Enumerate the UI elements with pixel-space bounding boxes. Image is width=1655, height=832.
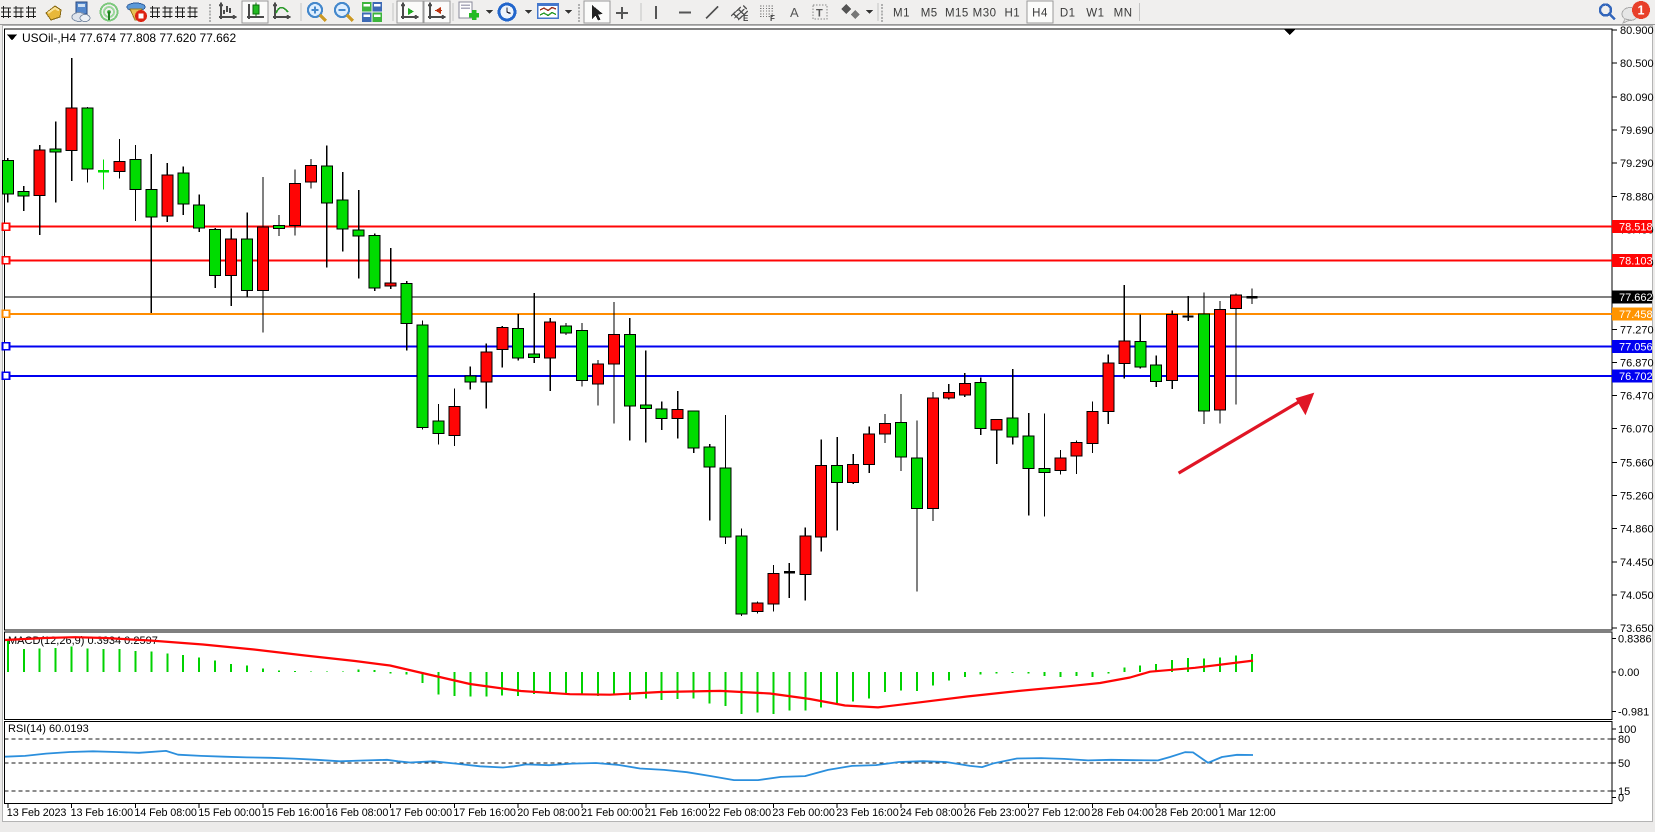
svg-text:27 Feb 12:00: 27 Feb 12:00 [1028, 807, 1091, 819]
svg-text:0.00: 0.00 [1618, 667, 1639, 679]
svg-text:1: 1 [1638, 4, 1645, 18]
svg-text:28 Feb 20:00: 28 Feb 20:00 [1155, 807, 1218, 819]
svg-text:M5: M5 [921, 8, 938, 20]
svg-text:RSI(14) 60.0193: RSI(14) 60.0193 [8, 723, 89, 735]
svg-text:M15: M15 [945, 8, 969, 20]
svg-text:78.518: 78.518 [1619, 222, 1653, 234]
svg-text:76.470: 76.470 [1620, 391, 1654, 403]
svg-text:23 Feb 00:00: 23 Feb 00:00 [772, 807, 835, 819]
svg-text:15: 15 [1618, 786, 1630, 798]
svg-text:15 Feb 16:00: 15 Feb 16:00 [262, 807, 325, 819]
svg-text:MN: MN [1114, 8, 1133, 20]
svg-text:79.690: 79.690 [1620, 125, 1654, 137]
svg-text:75.660: 75.660 [1620, 457, 1654, 469]
svg-text:76.702: 76.702 [1619, 371, 1653, 383]
svg-text:80.900: 80.900 [1620, 25, 1654, 37]
svg-text:50: 50 [1618, 758, 1630, 770]
svg-text:-0.981: -0.981 [1618, 707, 1649, 719]
svg-text:77.662: 77.662 [1619, 292, 1653, 304]
svg-text:73.650: 73.650 [1620, 623, 1654, 635]
svg-text:USOil-,H4 77.674 77.808 77.62: USOil-,H4 77.674 77.808 77.620 77.662 [22, 31, 236, 45]
svg-text:80.090: 80.090 [1620, 92, 1654, 104]
svg-text:17 Feb 16:00: 17 Feb 16:00 [453, 807, 516, 819]
svg-text:77.270: 77.270 [1620, 325, 1654, 337]
svg-text:0: 0 [1618, 793, 1624, 805]
svg-text:H1: H1 [1004, 8, 1020, 20]
svg-text:M1: M1 [893, 8, 910, 20]
svg-text:22 Feb 08:00: 22 Feb 08:00 [709, 807, 772, 819]
svg-text:E: E [743, 14, 749, 23]
svg-text:1 Mar 12:00: 1 Mar 12:00 [1219, 807, 1276, 819]
svg-text:77.056: 77.056 [1619, 341, 1653, 353]
svg-text:0.8386: 0.8386 [1618, 634, 1652, 646]
svg-text:16 Feb 08:00: 16 Feb 08:00 [326, 807, 389, 819]
svg-text:24 Feb 08:00: 24 Feb 08:00 [900, 807, 963, 819]
svg-text:A: A [790, 5, 799, 20]
svg-text:78.103: 78.103 [1619, 255, 1653, 267]
svg-text:74.450: 74.450 [1620, 557, 1654, 569]
svg-text:21 Feb 16:00: 21 Feb 16:00 [645, 807, 708, 819]
svg-text:13 Feb 16:00: 13 Feb 16:00 [71, 807, 134, 819]
svg-text:D1: D1 [1060, 8, 1076, 20]
svg-text:H4: H4 [1032, 8, 1048, 20]
svg-text:75.260: 75.260 [1620, 490, 1654, 502]
svg-text:80.500: 80.500 [1620, 58, 1654, 70]
svg-text:74.050: 74.050 [1620, 590, 1654, 602]
svg-text:15 Feb 00:00: 15 Feb 00:00 [198, 807, 261, 819]
svg-text:80: 80 [1618, 734, 1630, 746]
svg-text:76.870: 76.870 [1620, 358, 1654, 370]
svg-text:13 Feb 2023: 13 Feb 2023 [7, 807, 67, 819]
svg-text:F: F [770, 14, 775, 23]
svg-text:14 Feb 08:00: 14 Feb 08:00 [134, 807, 197, 819]
svg-text:W1: W1 [1086, 8, 1104, 20]
svg-text:77.458: 77.458 [1619, 309, 1653, 321]
svg-text:17 Feb 00:00: 17 Feb 00:00 [390, 807, 453, 819]
svg-text:76.070: 76.070 [1620, 424, 1654, 436]
svg-text:23 Feb 16:00: 23 Feb 16:00 [836, 807, 899, 819]
svg-text:28 Feb 04:00: 28 Feb 04:00 [1091, 807, 1154, 819]
svg-text:M30: M30 [973, 8, 997, 20]
svg-text:T: T [816, 8, 823, 20]
svg-text:79.290: 79.290 [1620, 158, 1654, 170]
svg-text:20 Feb 08:00: 20 Feb 08:00 [517, 807, 580, 819]
svg-text:100: 100 [1618, 724, 1636, 736]
svg-text:21 Feb 00:00: 21 Feb 00:00 [581, 807, 644, 819]
svg-text:26 Feb 23:00: 26 Feb 23:00 [964, 807, 1027, 819]
svg-text:78.880: 78.880 [1620, 192, 1654, 204]
svg-text:74.860: 74.860 [1620, 523, 1654, 535]
